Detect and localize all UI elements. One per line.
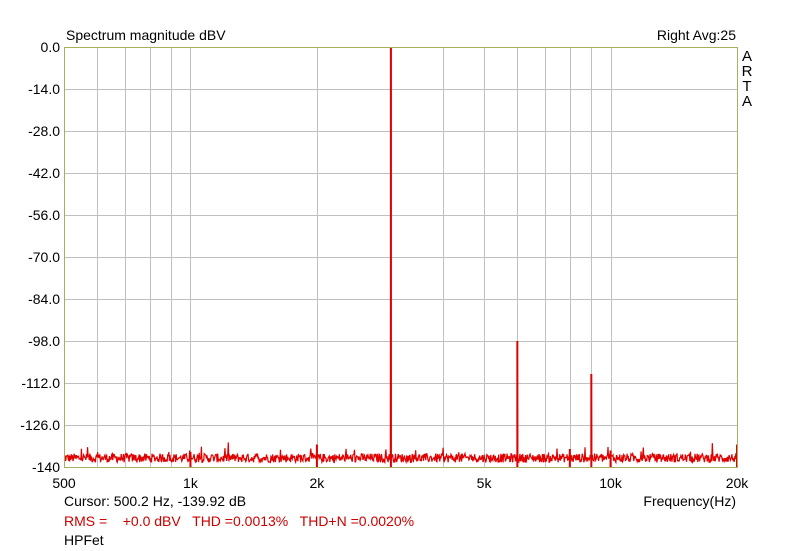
arta-logo-letter-t: T — [742, 78, 752, 95]
x-tick-label: 10k — [599, 475, 622, 491]
device-label: HPFet — [64, 532, 104, 548]
y-tick-label: -28.0 — [28, 123, 60, 139]
grid-lines — [64, 47, 738, 468]
y-tick-label: -14.0 — [28, 81, 60, 97]
y-tick-label: 0.0 — [40, 39, 60, 55]
plot-frame — [64, 47, 738, 468]
y-tick-label: -70.0 — [28, 249, 60, 265]
y-tick-label: -56.0 — [28, 207, 60, 223]
x-tick-label: 5k — [476, 475, 492, 491]
channel-average-label: Right Avg:25 — [656, 27, 736, 43]
cursor-readout: Cursor: 500.2 Hz, -139.92 dB — [64, 493, 247, 509]
chart-title: Spectrum magnitude dBV — [66, 27, 226, 43]
measurement-readout: RMS = +0.0 dBV THD =0.0013% THD+N =0.002… — [64, 513, 415, 529]
x-tick-label: 1k — [183, 475, 198, 491]
x-tick-label: 2k — [309, 475, 325, 491]
y-tick-label: -84.0 — [28, 291, 60, 307]
x-tick-label: 500 — [52, 475, 76, 491]
y-tick-label: -126.0 — [20, 417, 60, 433]
arta-logo-letter-r: R — [741, 63, 753, 80]
y-tick-label: -140 — [31, 459, 60, 475]
arta-logo-letter-a2: A — [741, 93, 752, 110]
x-tick-label: 20k — [725, 475, 749, 491]
y-tick-label: -112.0 — [21, 375, 60, 391]
spectrum-series — [63, 46, 739, 467]
spectrum-trace — [63, 46, 739, 465]
y-tick-label: -98.0 — [28, 333, 60, 349]
y-tick-label: -42.0 — [28, 165, 60, 181]
x-axis-label: Frequency(Hz) — [643, 493, 736, 509]
arta-logo-letter-a1: A — [741, 48, 752, 65]
